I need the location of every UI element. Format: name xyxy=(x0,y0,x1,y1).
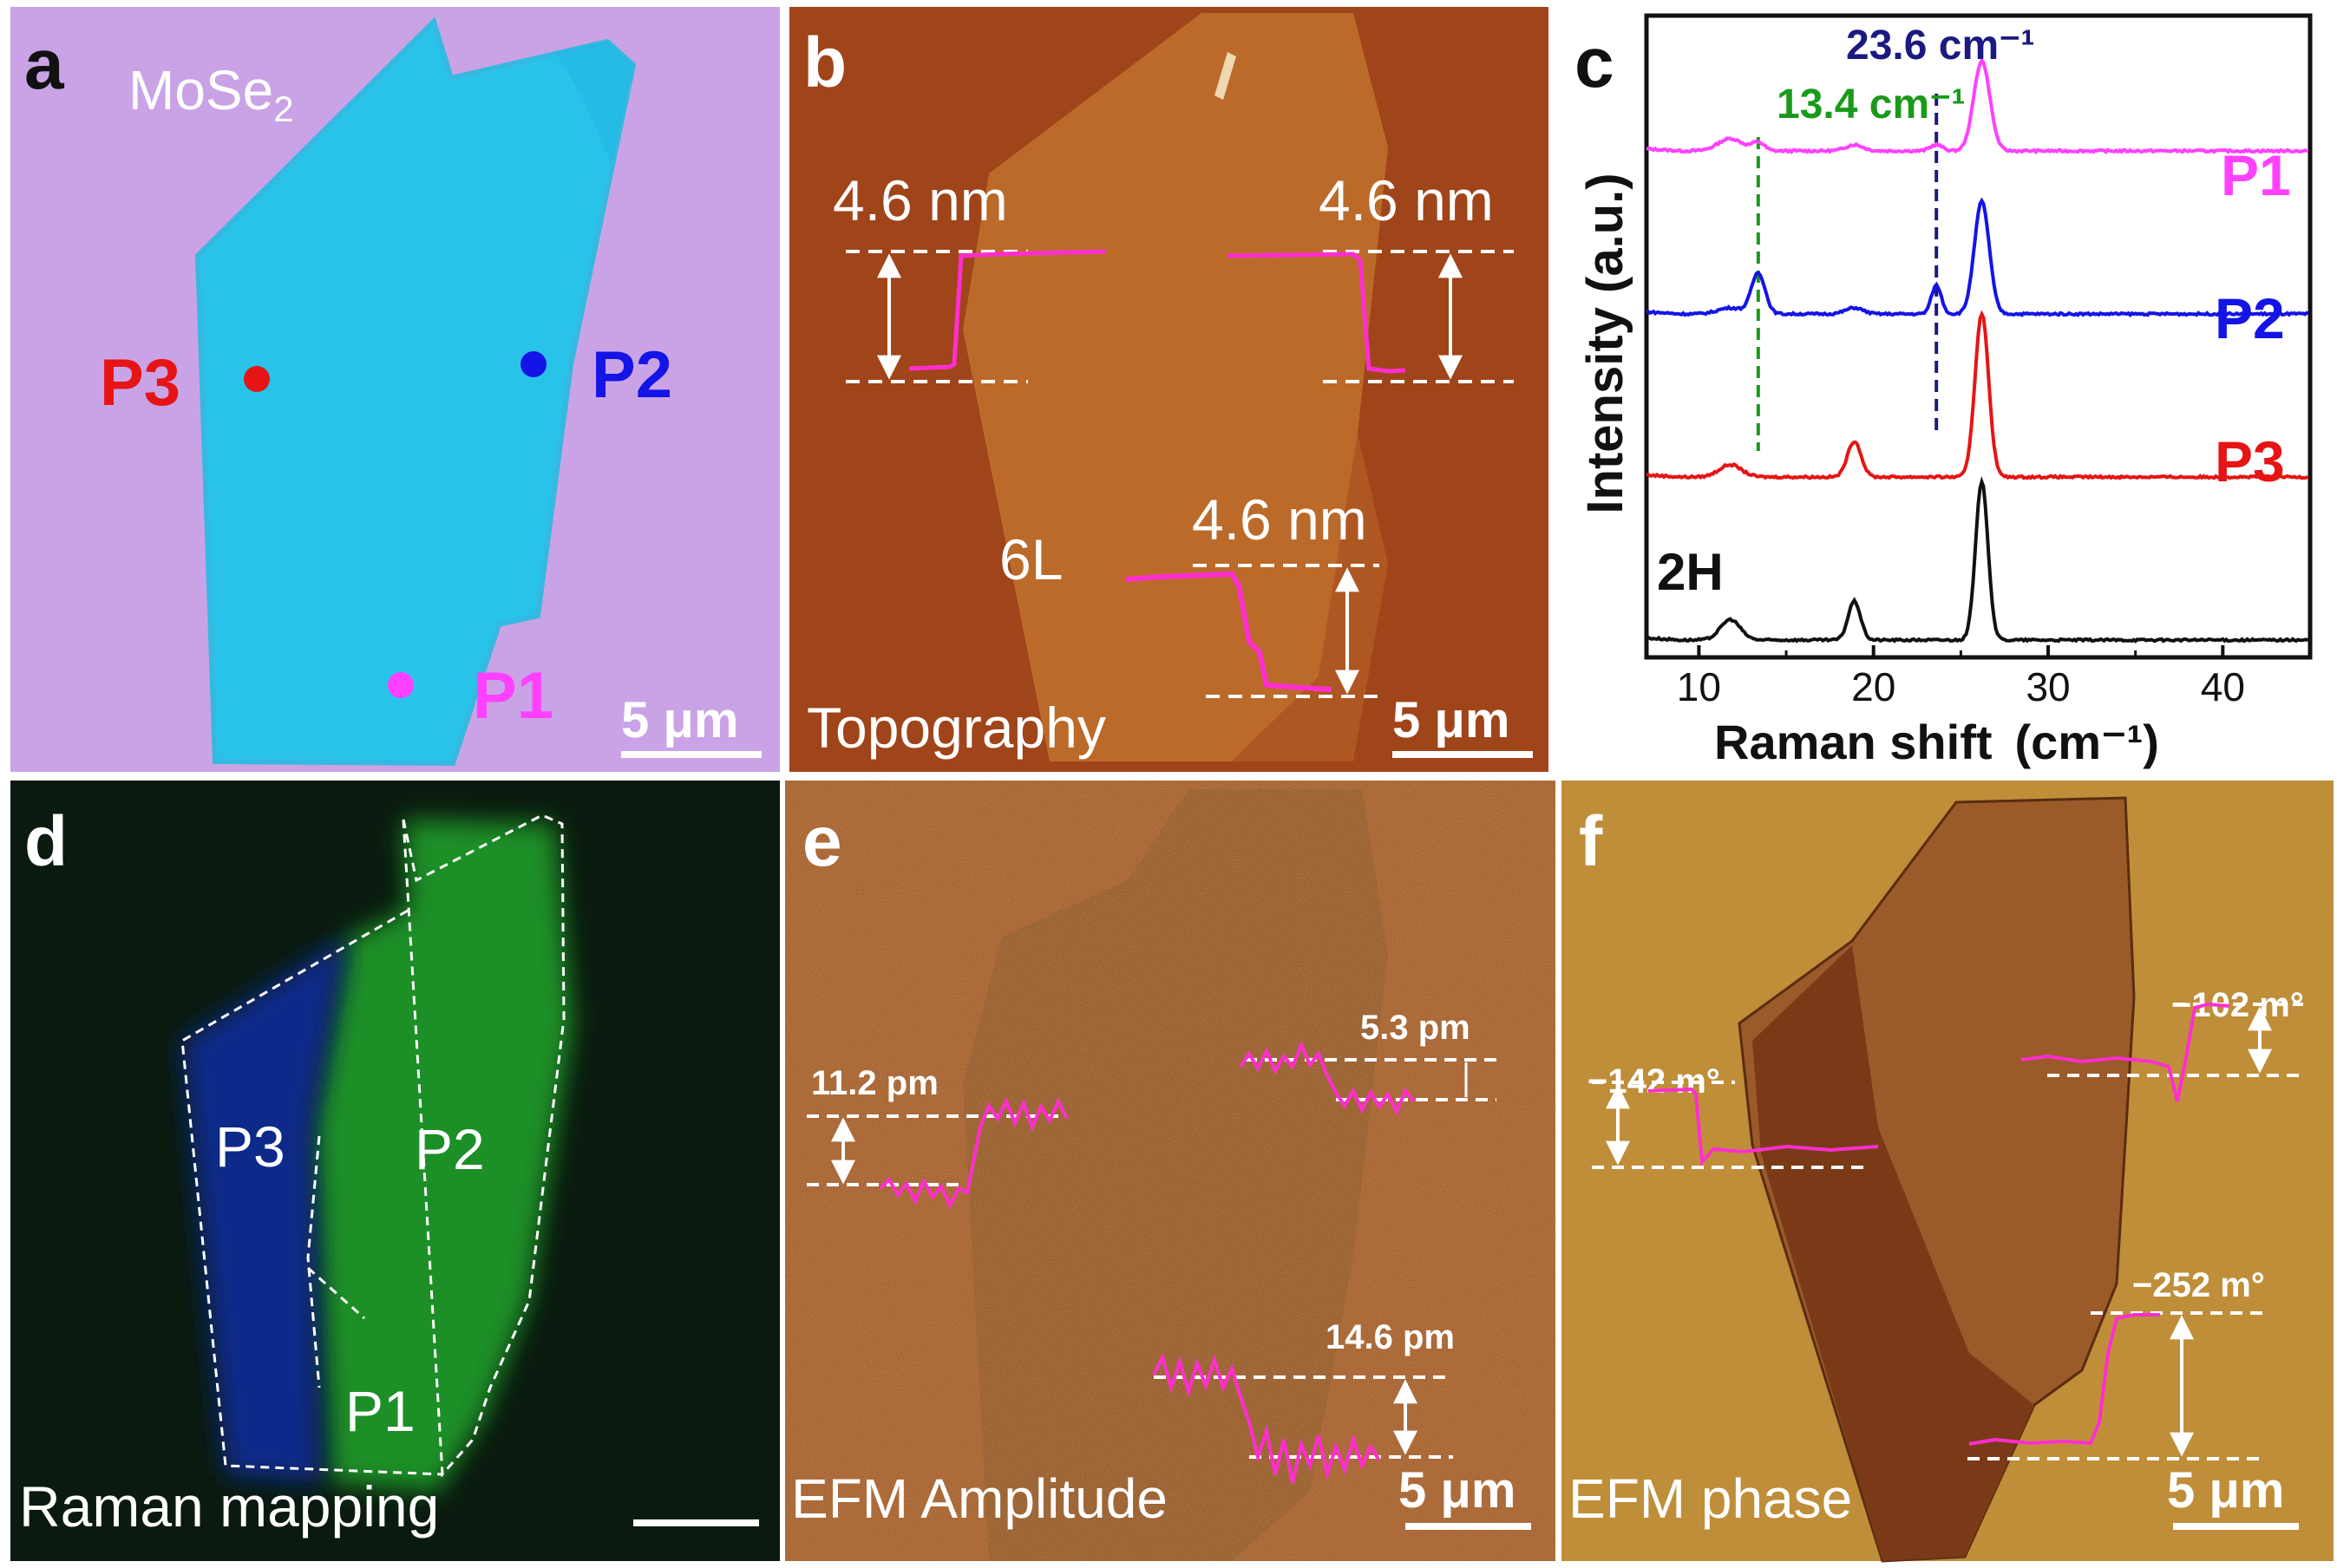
panel-f-scalebar xyxy=(2173,1523,2299,1530)
panel-e-scalebar-label: 5 μm xyxy=(1398,1462,1515,1519)
panel-a-scalebar-label: 5 μm xyxy=(621,692,738,748)
panel-b-caption: Topography xyxy=(807,696,1106,760)
point-p3-label: P3 xyxy=(100,346,180,420)
phase-profile xyxy=(1968,1313,2160,1446)
panel-a-scalebar xyxy=(621,751,762,758)
series-label-p3: P3 xyxy=(2215,429,2285,493)
panel-d: d P3 P2 P1 Raman mapping xyxy=(10,781,780,1561)
raman-map-p3-region xyxy=(182,937,347,1483)
point-p1-marker xyxy=(388,672,414,698)
amplitude-profile xyxy=(879,1097,1069,1210)
series-line-p3 xyxy=(1646,310,2309,480)
p3-outline xyxy=(180,909,443,1476)
panel-b-step-right-label: 4.6 nm xyxy=(1319,168,1494,232)
panel-e-step-left-label: 11.2 pm xyxy=(811,1064,939,1102)
height-profile xyxy=(908,249,1107,371)
afm-debris xyxy=(1214,52,1236,100)
region-p3-label: P3 xyxy=(215,1114,285,1179)
x-tick-label: 10 xyxy=(1677,664,1721,709)
panel-a: a MoSe2 P3 P2 P1 5 μm xyxy=(10,7,780,772)
panel-e-noise xyxy=(785,781,1555,1561)
panel-b-step-bottom-label: 4.6 nm xyxy=(1192,487,1367,552)
x-tick-label: 30 xyxy=(2026,664,2070,709)
point-p2-label: P2 xyxy=(592,338,672,412)
flake-edge-shade xyxy=(555,42,633,165)
y-axis-label: Intensity (a.u.) xyxy=(1577,173,1633,513)
panel-b-layer-label: 6L xyxy=(999,527,1063,591)
phase-profile xyxy=(1647,1087,1879,1166)
region-p1-label: P1 xyxy=(345,1379,416,1443)
panel-f-letter: f xyxy=(1579,802,1603,881)
series-line-p1 xyxy=(1646,57,2309,155)
panel-f: f −142 m° −102 m° −252 m° EFM phase 5 μm xyxy=(1561,781,2334,1563)
series-label-p2: P2 xyxy=(2215,286,2285,350)
phase-profile xyxy=(2020,1002,2230,1102)
point-p1-label: P1 xyxy=(473,659,553,733)
panel-e-step-bottom-label: 14.6 pm xyxy=(1326,1318,1455,1356)
amplitude-profile xyxy=(1152,1352,1381,1484)
p2-outline xyxy=(402,813,566,1478)
p3-p1-boundary xyxy=(306,1135,321,1388)
chart-frame xyxy=(1644,13,2313,660)
x-axis-label: Raman shift (cm⁻¹) xyxy=(1714,715,2159,769)
peak-annotation-green: 13.4 cm⁻¹ xyxy=(1777,82,1965,127)
series-label-2h: 2H xyxy=(1657,543,1724,601)
panel-b-step-left-label: 4.6 nm xyxy=(833,168,1008,232)
panel-d-caption: Raman mapping xyxy=(19,1474,439,1539)
panel-d-scalebar xyxy=(633,1519,759,1526)
series-line-p2 xyxy=(1646,197,2309,318)
panel-e: e 11.2 pm 5.3 pm 14.6 pm EFM Amplitude 5… xyxy=(785,781,1555,1561)
height-profile xyxy=(1227,252,1406,374)
peak-annotation-blue: 23.6 cm⁻¹ xyxy=(1846,23,2034,69)
efm-phase-dark-region xyxy=(1752,945,2034,1561)
x-tick-label: 40 xyxy=(2201,664,2245,709)
x-tick-label: 20 xyxy=(1851,664,1895,709)
panel-a-material: MoSe2 xyxy=(128,59,294,129)
panel-f-scalebar-label: 5 μm xyxy=(2167,1462,2284,1519)
panel-c-background xyxy=(1561,7,2334,772)
panel-d-letter: d xyxy=(24,802,68,881)
panel-b-scalebar xyxy=(1392,751,1533,758)
amplitude-profile xyxy=(1239,1040,1416,1116)
p2-p1-boundary xyxy=(307,1266,365,1320)
region-p2-label: P2 xyxy=(415,1117,485,1181)
panel-e-step-right-label: 5.3 pm xyxy=(1360,1009,1470,1047)
mose2-flake xyxy=(194,16,637,767)
panel-c-letter: c xyxy=(1574,23,1614,102)
point-p2-marker xyxy=(520,351,547,377)
panel-b-scalebar-label: 5 μm xyxy=(1392,692,1509,748)
panel-e-caption: EFM Amplitude xyxy=(791,1467,1168,1530)
afm-flake xyxy=(963,13,1388,761)
panel-a-letter: a xyxy=(24,25,65,104)
series-label-p1: P1 xyxy=(2221,143,2291,207)
panel-e-letter: e xyxy=(802,802,842,881)
series-line-2h xyxy=(1646,476,2308,644)
panel-f-caption: EFM phase xyxy=(1568,1467,1852,1530)
panel-b: b 4.6 nm 4.6 nm 4.6 nm 6L Topography 5 μ… xyxy=(789,7,1548,772)
panel-f-step-bottom-label: −252 m° xyxy=(2132,1266,2265,1304)
panel-e-scalebar xyxy=(1405,1523,1531,1530)
height-profile xyxy=(1125,571,1332,692)
point-p3-marker xyxy=(244,366,270,392)
panel-b-letter: b xyxy=(803,23,847,102)
raman-map-p2-p1-region xyxy=(312,820,573,1492)
